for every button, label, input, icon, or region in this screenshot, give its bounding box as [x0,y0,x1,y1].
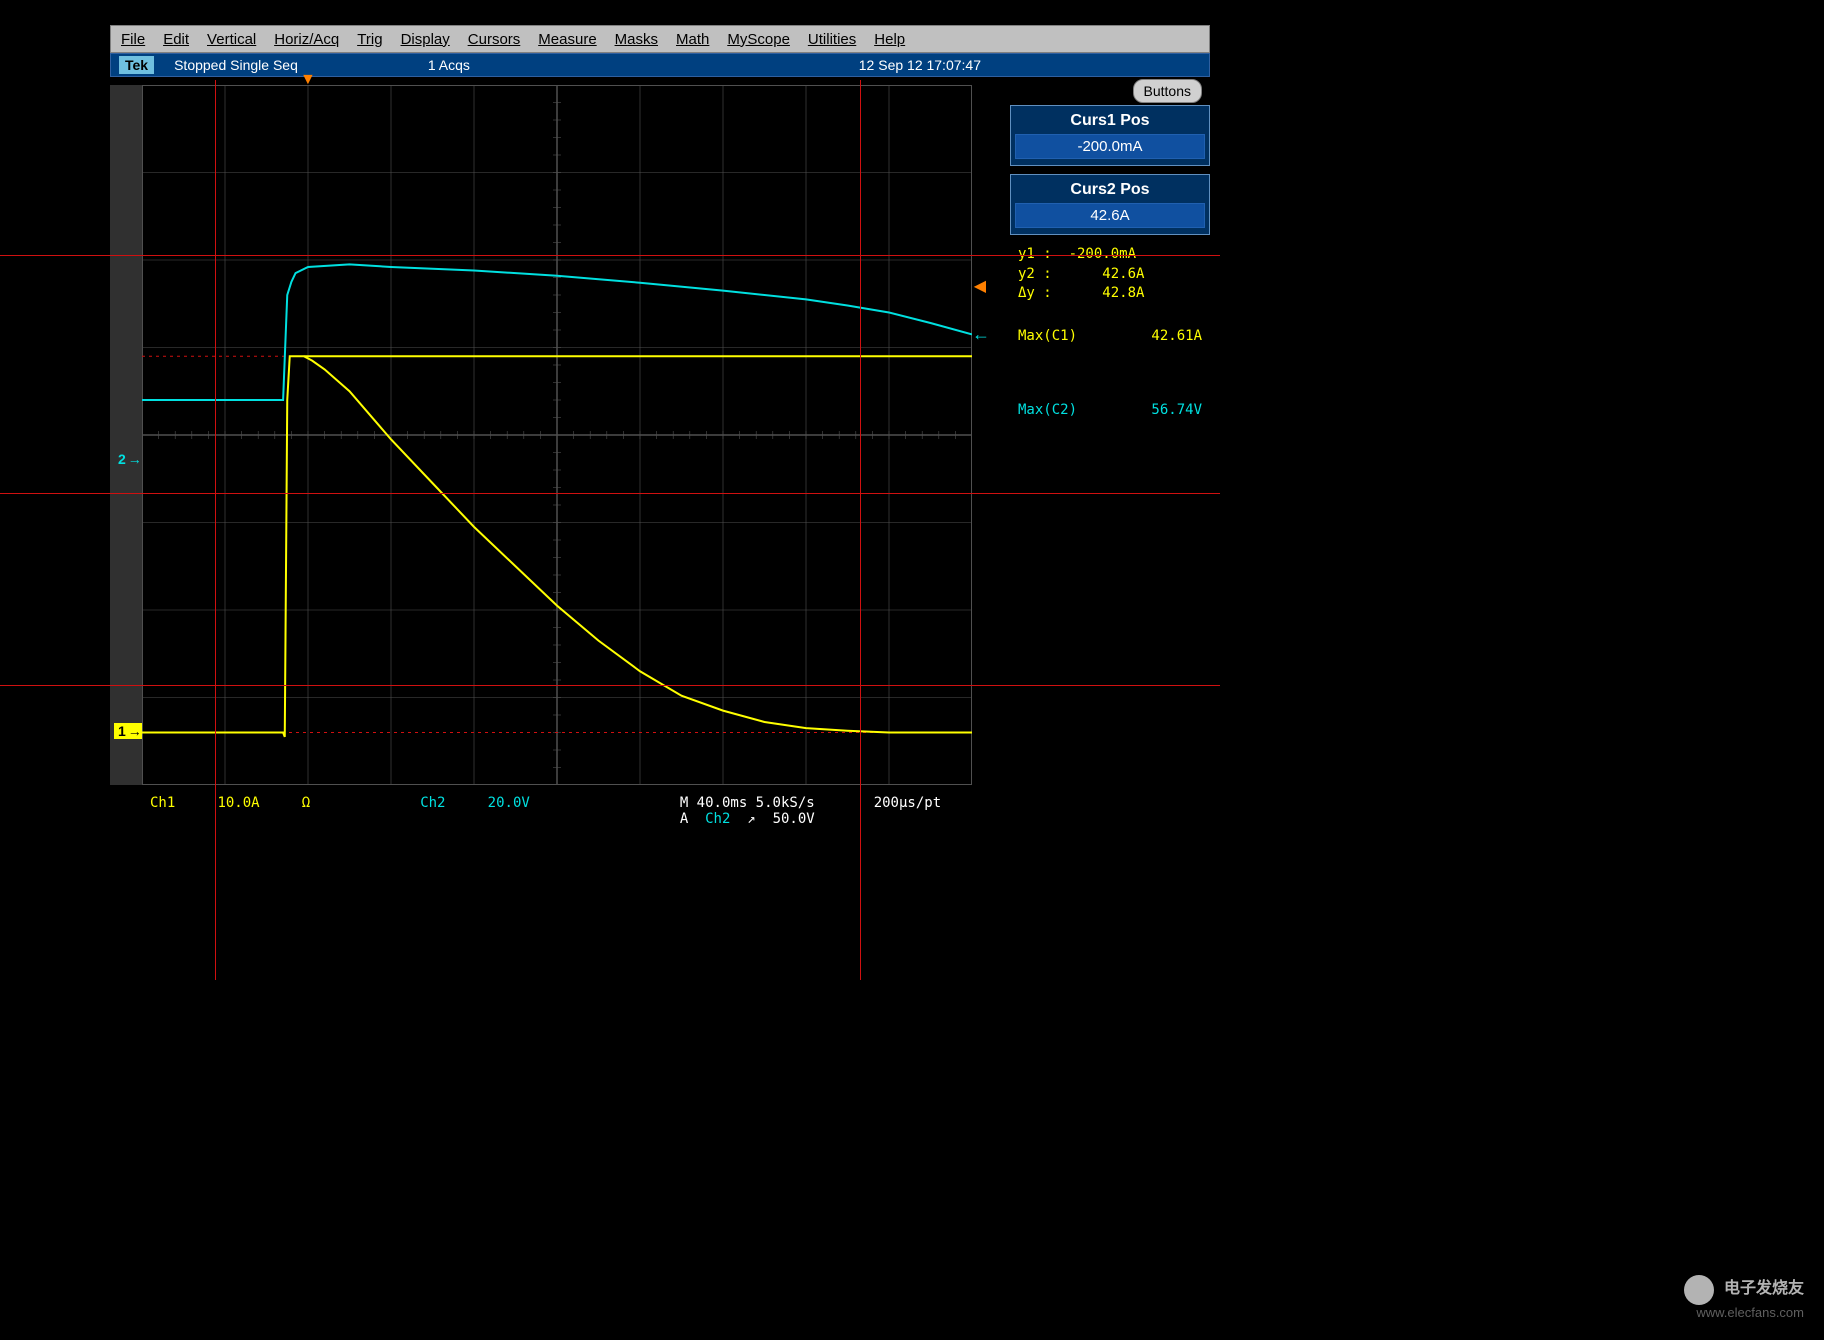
menubar: File Edit Vertical Horiz/Acq Trig Displa… [110,25,1210,53]
trigger-level-marker[interactable]: ◀ [974,276,986,296]
menu-math[interactable]: Math [676,31,709,48]
red-hcursor-line[interactable] [0,493,1220,494]
menu-display[interactable]: Display [401,31,450,48]
waveform-graticule[interactable]: ▼ ◀ ← [142,85,972,785]
buttons-toggle[interactable]: Buttons [1133,79,1202,103]
curs1-box[interactable]: Curs1 Pos -200.0mA [1010,105,1210,166]
y2-value: 42.6A [1102,266,1144,282]
y1-value: -200.0mA [1069,246,1136,262]
timebase-readout: M 40.0ms 5.0kS/s 200μs/pt A Ch2 ↗ 50.0V [680,795,941,827]
y2-label: y2 : [1018,266,1052,282]
menu-masks[interactable]: Masks [615,31,658,48]
menu-myscope[interactable]: MyScope [727,31,790,48]
ch2-trace-indicator-icon: ← [972,324,990,345]
ch1-name: Ch1 [150,795,175,811]
ch1-label[interactable]: Ch1 10.0A Ω [150,795,310,827]
meas-c1-value: 42.61A [1151,328,1202,344]
ch1-scale: 10.0A [217,795,259,811]
timebase-main: M 40.0ms 5.0kS/s [680,795,815,811]
trig-edge-icon: ↗ [747,811,755,827]
brand-badge: Tek [119,56,154,74]
meas-c2-label: Max(C2) [1018,402,1077,418]
menu-utilities[interactable]: Utilities [808,31,856,48]
curs1-value[interactable]: -200.0mA [1015,134,1205,159]
menu-trig[interactable]: Trig [357,31,382,48]
curs2-box[interactable]: Curs2 Pos 42.6A [1010,174,1210,235]
waveform-svg [142,85,972,785]
meas-c1-label: Max(C1) [1018,328,1077,344]
curs2-value[interactable]: 42.6A [1015,203,1205,228]
ch2-scale: 20.0V [488,795,530,811]
trigger-time-marker[interactable]: ▼ [300,71,316,89]
cursor-delta-readout: y1 : -200.0mA y2 : 42.6A Δy : 42.8A [1010,243,1210,306]
watermark-logo-icon [1684,1275,1714,1305]
red-hcursor-line[interactable] [0,255,1220,256]
watermark-url: www.elecfans.com [1684,1305,1804,1320]
watermark-brand: 电子发烧友 [1724,1280,1804,1297]
y1-label: y1 : [1018,246,1052,262]
ch2-label[interactable]: Ch2 20.0V [420,795,530,827]
ch1-coupling: Ω [302,795,310,811]
red-vcursor-line[interactable] [860,80,861,980]
meas-c1-readout: Max(C1) 42.61A [1010,324,1210,348]
menu-horiz-acq[interactable]: Horiz/Acq [274,31,339,48]
red-hcursor-line[interactable] [0,685,1220,686]
menu-measure[interactable]: Measure [538,31,596,48]
left-gutter [110,85,142,785]
meas-c2-readout: Max(C2) 56.74V [1010,398,1210,422]
timebase-resolution: 200μs/pt [874,795,941,811]
menu-vertical[interactable]: Vertical [207,31,256,48]
watermark: 电子发烧友 www.elecfans.com [1684,1274,1804,1320]
ch2-name: Ch2 [420,795,445,811]
menu-help[interactable]: Help [874,31,905,48]
menu-edit[interactable]: Edit [163,31,189,48]
trig-level: 50.0V [773,811,815,827]
run-state-label: Stopped Single Seq [174,57,298,73]
dy-label: Δy : [1018,285,1052,301]
trig-source: Ch2 [705,811,730,827]
dy-value: 42.8A [1102,285,1144,301]
trig-prefix: A [680,811,688,827]
side-readout-panel: Curs1 Pos -200.0mA Curs2 Pos 42.6A y1 : … [1010,105,1210,422]
statusbar: Tek Stopped Single Seq 1 Acqs 12 Sep 12 … [110,53,1210,77]
acqs-label: 1 Acqs [428,57,470,73]
curs1-title: Curs1 Pos [1015,112,1205,130]
curs2-title: Curs2 Pos [1015,181,1205,199]
bottom-readout: Ch1 10.0A Ω Ch2 20.0V M 40.0ms 5.0kS/s 2… [150,795,980,827]
meas-c2-value: 56.74V [1151,402,1202,418]
menu-cursors[interactable]: Cursors [468,31,521,48]
menu-file[interactable]: File [121,31,145,48]
datetime-label: 12 Sep 12 17:07:47 [859,57,981,73]
red-vcursor-line[interactable] [215,80,216,980]
oscilloscope-app: File Edit Vertical Horiz/Acq Trig Displa… [110,25,1210,995]
